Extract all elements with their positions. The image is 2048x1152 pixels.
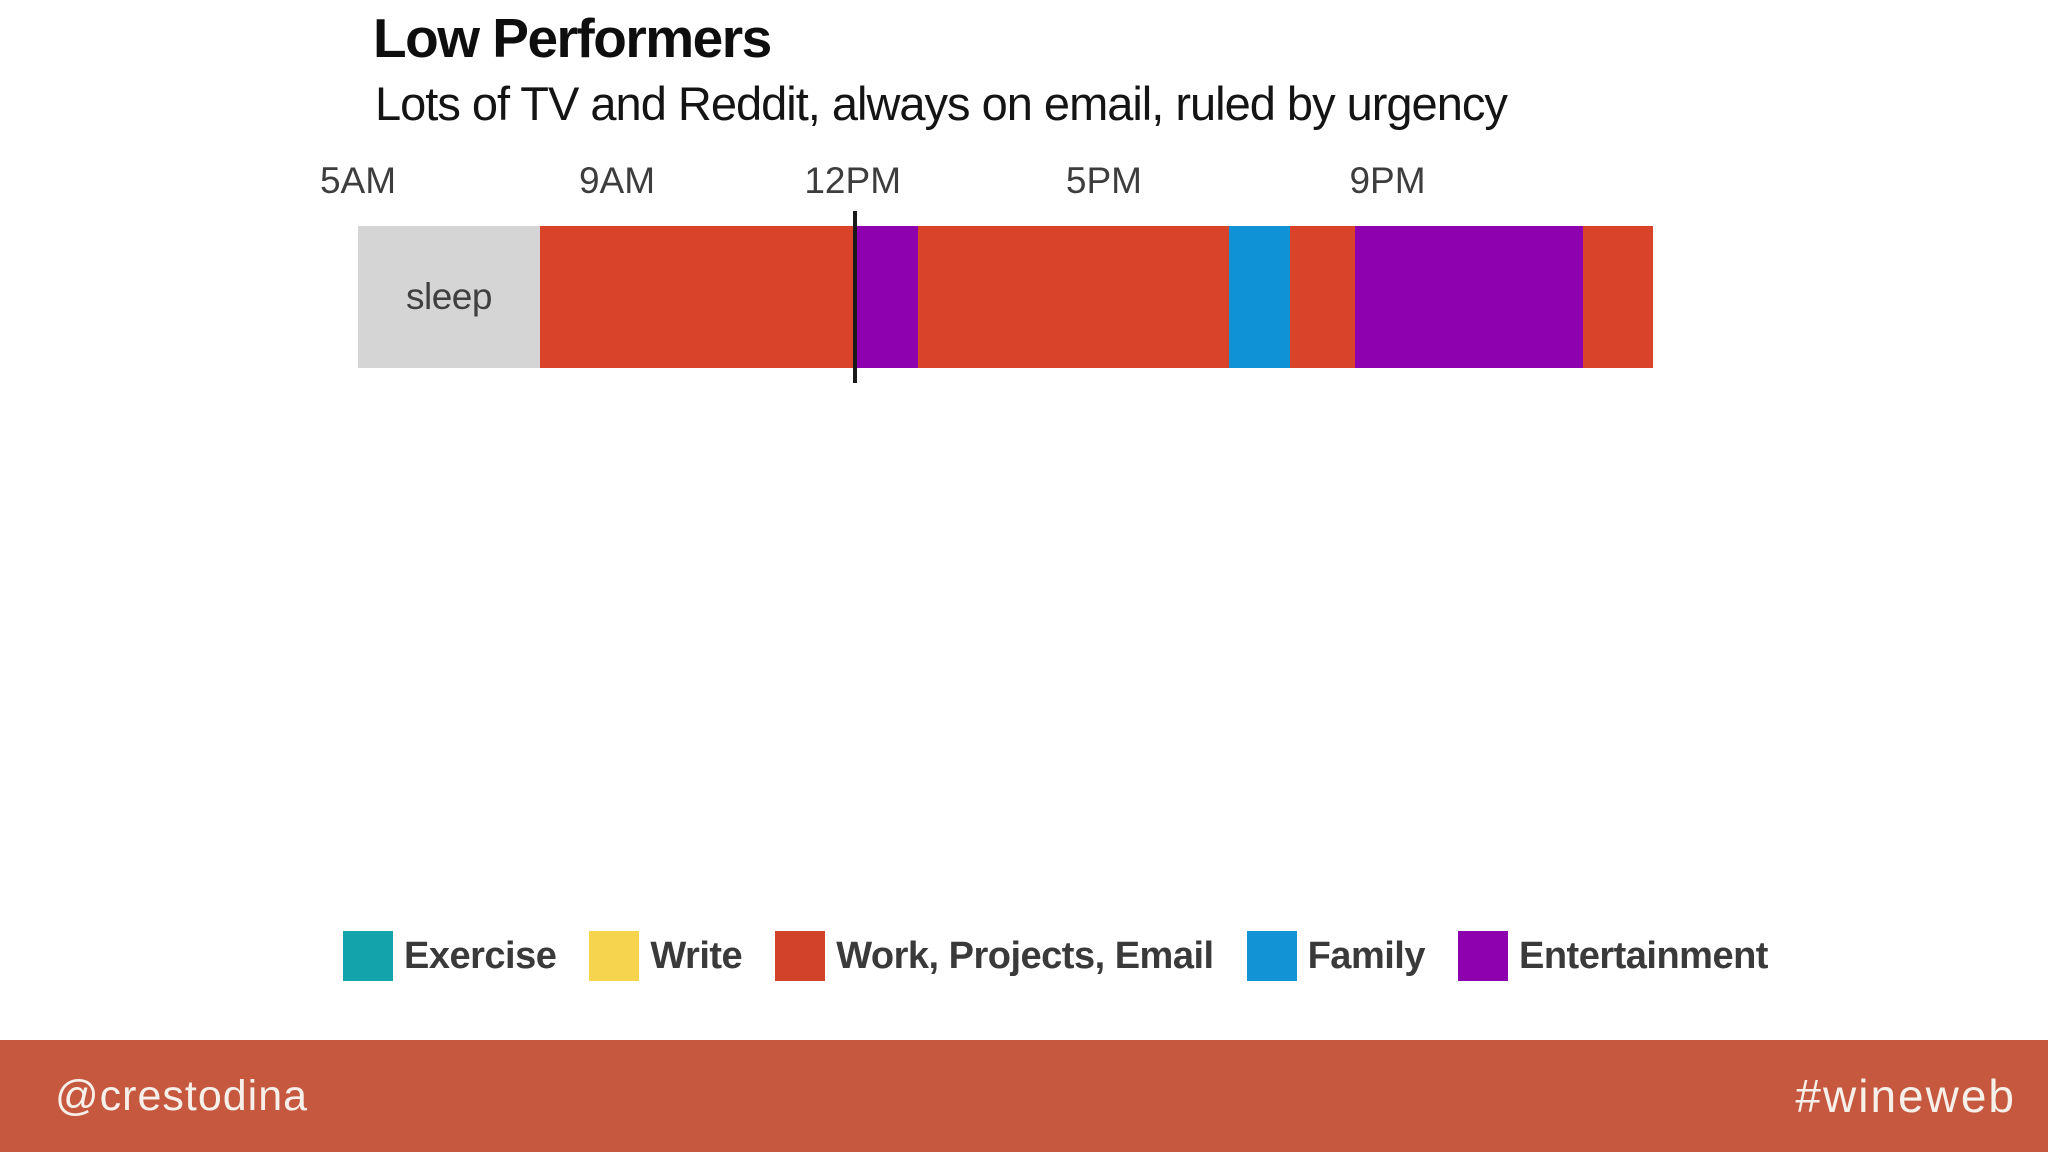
time-tick-9pm: 9PM bbox=[1349, 160, 1426, 201]
segment-work-projects-email bbox=[539, 226, 857, 368]
legend-item-exercise: Exercise bbox=[343, 931, 557, 981]
timeline-bar: sleep bbox=[358, 226, 1653, 368]
page-subtitle: Lots of TV and Reddit, always on email, … bbox=[375, 77, 1508, 130]
legend-item-family: Family bbox=[1246, 931, 1426, 981]
event-hashtag: #wineweb bbox=[1795, 1070, 2016, 1122]
daily-timeline-chart: 5AM 9AM 12PM 5PM 9PM sleep bbox=[320, 160, 1653, 383]
page-title: Low Performers bbox=[373, 7, 772, 69]
segment-label-sleep: sleep bbox=[405, 276, 492, 317]
legend: Exercise Write Work, Projects, Email Family… bbox=[343, 931, 1768, 981]
segment-work-projects-email bbox=[917, 226, 1229, 368]
segment-work-projects-email bbox=[1583, 226, 1653, 368]
legend-label-work-projects-email: Work, Projects, Email bbox=[836, 934, 1214, 977]
noon-marker-line bbox=[853, 211, 858, 383]
legend-swatch-work-projects-email bbox=[775, 931, 826, 981]
legend-item-write: Write bbox=[589, 931, 743, 981]
legend-label-write: Write bbox=[650, 934, 743, 977]
time-tick-12pm: 12PM bbox=[804, 160, 902, 201]
legend-swatch-entertainment bbox=[1457, 931, 1508, 981]
time-tick-5am: 5AM bbox=[319, 160, 397, 201]
segment-work-projects-email bbox=[1289, 226, 1355, 368]
legend-label-family: Family bbox=[1307, 934, 1426, 977]
segment-family bbox=[1228, 226, 1290, 368]
time-tick-5pm: 5PM bbox=[1065, 160, 1142, 201]
legend-label-entertainment: Entertainment bbox=[1518, 934, 1768, 977]
legend-item-entertainment: Entertainment bbox=[1457, 931, 1768, 981]
segment-entertainment bbox=[856, 226, 918, 368]
legend-swatch-exercise bbox=[343, 931, 393, 981]
legend-swatch-write bbox=[589, 931, 640, 981]
segment-sleep: sleep bbox=[358, 226, 540, 368]
legend-label-exercise: Exercise bbox=[404, 934, 557, 977]
author-handle: @crestodina bbox=[55, 1071, 309, 1120]
legend-swatch-family bbox=[1246, 931, 1297, 981]
time-axis: 5AM 9AM 12PM 5PM 9PM bbox=[320, 160, 1653, 208]
footer-bar: @crestodina #wineweb bbox=[0, 1040, 2048, 1152]
time-tick-9am: 9AM bbox=[578, 160, 656, 201]
legend-item-work-projects-email: Work, Projects, Email bbox=[775, 931, 1214, 981]
segment-entertainment bbox=[1354, 226, 1584, 368]
